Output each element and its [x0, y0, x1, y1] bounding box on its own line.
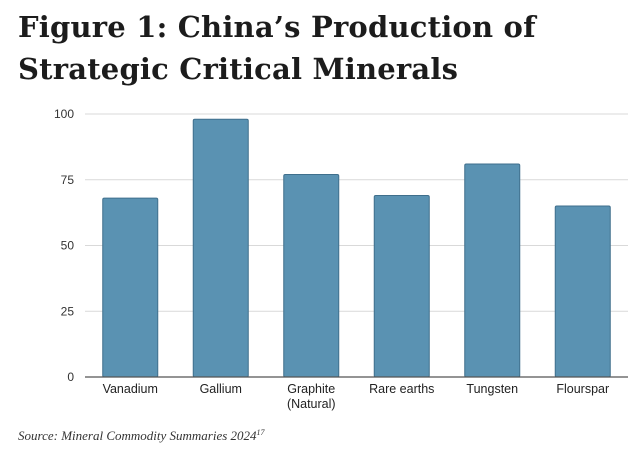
x-tick-label-line: Flourspar [556, 382, 609, 396]
x-tick-label-line: Gallium [200, 382, 242, 396]
y-tick-label-50: 50 [61, 239, 75, 253]
x-tick-label-tungsten: Tungsten [466, 382, 518, 396]
chart-title: Figure 1: China’s Production of Strategi… [18, 6, 618, 90]
bar-graphite-natural [283, 173, 340, 378]
x-tick-label-flourspar: Flourspar [556, 382, 609, 396]
x-tick-label-line: Rare earths [369, 382, 434, 396]
x-tick-label-line: Graphite [287, 382, 335, 396]
x-tick-label-line: Vanadium [103, 382, 158, 396]
bar-tungsten [464, 163, 521, 378]
x-tick-label-vanadium: Vanadium [103, 382, 158, 396]
y-tick-label-100: 100 [54, 107, 74, 121]
source-text: Source: Mineral Commodity Summaries 2024 [18, 428, 257, 443]
gridlines [85, 113, 628, 312]
chart-title-line-1: Figure 1: China’s Production of [18, 10, 536, 44]
y-tick-label-25: 25 [61, 304, 75, 318]
x-tick-label-rare-earths: Rare earths [369, 382, 434, 396]
x-tick-label-graphite-natural: Graphite (Natural) [287, 382, 336, 411]
bars [102, 118, 611, 378]
bar-flourspar [554, 205, 611, 378]
bar-vanadium [102, 197, 159, 378]
tick-labels: 0 25 50 75 100 Vanadium Gallium Graphite (Natura… [54, 107, 609, 411]
x-tick-label-line: Tungsten [466, 382, 518, 396]
bar-rare-earths [373, 195, 430, 378]
chart-title-line-2: Strategic Critical Minerals [18, 52, 459, 86]
y-tick-label-75: 75 [61, 173, 75, 187]
x-tick-label-line: (Natural) [287, 397, 336, 411]
source-footnote: 17 [256, 428, 265, 437]
y-tick-label-0: 0 [67, 370, 74, 384]
x-tick-label-gallium: Gallium [200, 382, 242, 396]
source-note: Source: Mineral Commodity Summaries 2024… [18, 428, 265, 444]
bar-gallium [192, 118, 249, 378]
